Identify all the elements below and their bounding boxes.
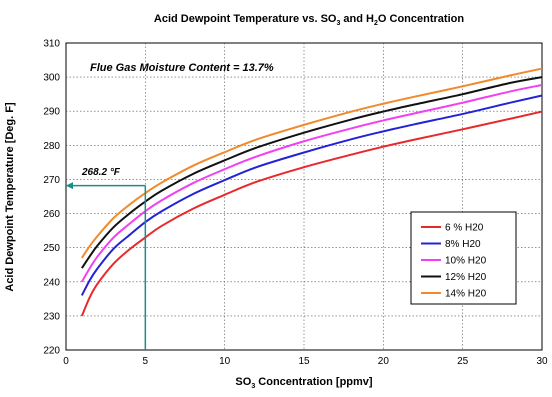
y-tick-label: 220 [43,346,60,357]
legend-label-5: 14% H20 [445,289,487,300]
marker-arrow-head [66,182,73,190]
tick-label-layer: 220 230 240 250 260 270 280 290 300 310 0 5 10 15 20 25… [43,39,548,368]
x-tick-label: 15 [298,356,310,367]
x-tick-label: 25 [457,356,469,367]
moisture-annotation: Flue Gas Moisture Content = 13.7% [90,62,274,74]
legend-label-4: 12% H20 [445,272,487,283]
series-line-4 [81,76,543,269]
y-axis-label: Acid Dewpoint Temperature [Deg. F] [4,102,16,292]
y-tick-label: 250 [43,243,60,254]
y-tick-label: 290 [43,107,60,118]
xlabel-post: Concentration [ppmv] [255,376,373,388]
y-tick-label: 230 [43,311,60,322]
x-tick-label: 10 [219,356,231,367]
title-part-pre: Acid Dewpoint Temperature vs. SO [154,13,337,25]
chart-title: Acid Dewpoint Temperature vs. SO3 and H2… [154,13,464,27]
title-sub-2: 2 [374,20,378,27]
legend-label-1: 6 % H20 [445,223,484,234]
series-layer [80,67,543,317]
x-tick-label: 0 [63,356,69,367]
title-sub-1: 3 [336,20,340,27]
legend-label-2: 8% H20 [445,239,481,250]
series-line-2 [80,94,543,296]
y-tick-label: 240 [43,277,60,288]
legend: 6 % H20 8% H20 10% H20 12% H20 14% H20 [410,211,517,305]
y-tick-label: 310 [43,39,60,50]
legend-items: 6 % H20 8% H20 10% H20 12% H20 14% H20 [421,223,487,300]
marker-unit-text: °F [110,167,121,178]
annotation-layer [66,182,147,350]
y-tick-label: 280 [43,141,60,152]
y-tick-label: 260 [43,209,60,220]
x-tick-label: 20 [378,356,390,367]
title-part-post: O Concentration [378,13,464,25]
title-part-mid: and H [340,13,374,25]
y-tick-label: 300 [43,73,60,84]
series-line-5 [81,67,543,259]
y-tick-label: 270 [43,175,60,186]
x-axis-label: SO3 Concentration [ppmv] [235,376,372,390]
xlabel-pre: SO [235,376,251,388]
series-line-3 [81,83,543,283]
xlabel-sub: 3 [251,383,255,390]
marker-value-text: 268.2 [81,167,110,178]
legend-label-3: 10% H20 [445,256,487,267]
x-tick-label: 30 [536,356,548,367]
marker-annotation: 268.2 °F [81,167,121,178]
series-line-1 [80,110,543,317]
x-tick-label: 5 [143,356,149,367]
